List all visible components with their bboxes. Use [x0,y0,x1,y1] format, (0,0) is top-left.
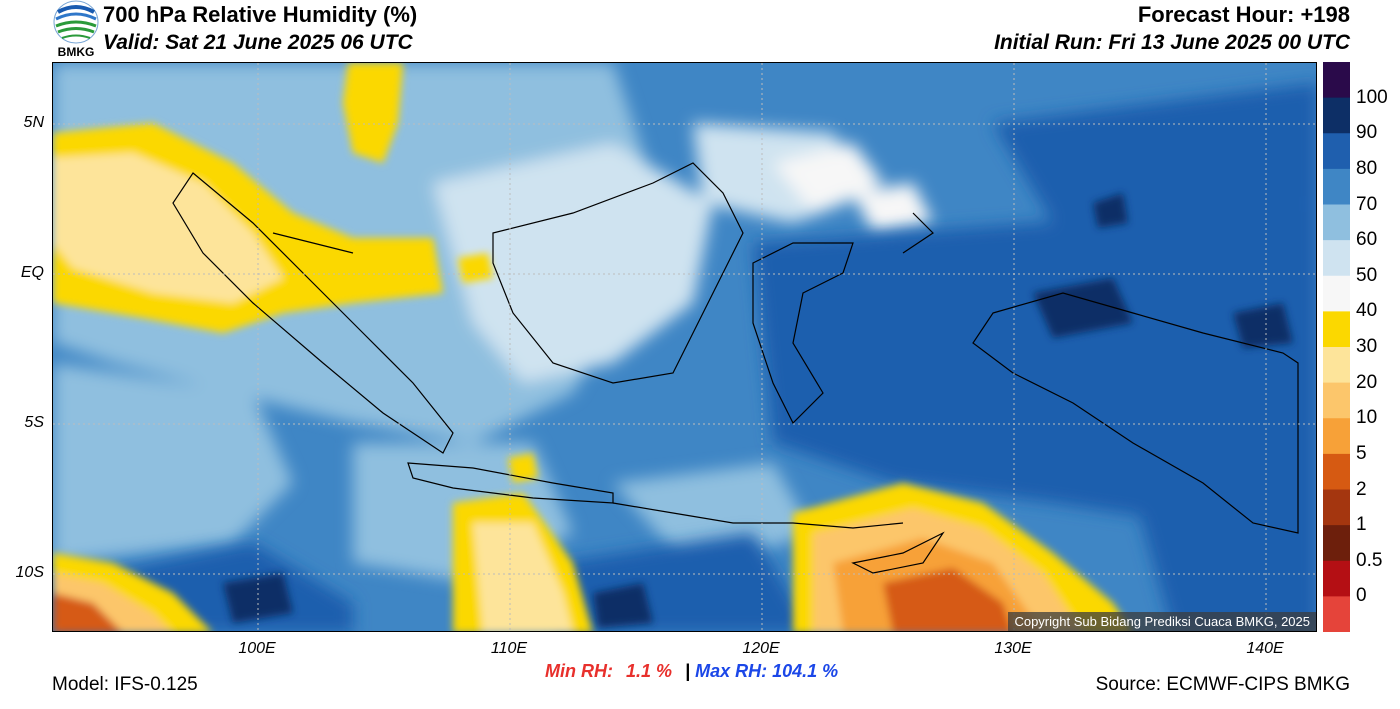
colorbar-swatch [1323,168,1350,206]
colorbar-tick-label: 100 [1356,86,1388,108]
colorbar-swatch [1323,525,1350,562]
lat-label-eq: EQ [20,264,44,281]
stats-separator: | [685,661,691,681]
lon-label-110e: 110E [490,640,528,657]
colorbar-swatch [1323,347,1350,384]
colorbar-swatch [1323,62,1350,99]
colorbar-swatches [1323,62,1350,633]
bmkg-logo-icon [53,0,99,44]
humidity-map [52,62,1317,632]
colorbar-tick-label: 50 [1356,264,1378,286]
colorbar [1323,62,1350,633]
min-rh-value: 1.1 % [626,661,673,681]
colorbar-swatch [1323,596,1350,633]
logo-text: BMKG [57,45,95,59]
max-rh-label: Max RH: [695,661,768,681]
colorbar-tick-label: 20 [1356,371,1378,393]
colorbar-swatch [1323,418,1350,455]
min-rh-label: Min RH: [545,661,613,681]
colorbar-swatch [1323,204,1350,241]
lat-label-5n: 5N [23,114,44,131]
colorbar-swatch [1323,275,1350,312]
rh-stats: Min RH: 1.1 % | Max RH: 104.1 % [545,661,838,682]
colorbar-tick-label: 30 [1356,336,1378,357]
forecast-hour: Forecast Hour: +198 [1137,2,1350,27]
colorbar-tick-label: 5 [1356,442,1367,464]
colorbar-tick-label: 1 [1356,514,1367,536]
colorbar-tick-label: 0.5 [1356,549,1383,571]
model-label: Model: IFS-0.125 [52,674,198,695]
bmkg-logo: BMKG [52,0,100,60]
colorbar-swatch [1323,97,1350,134]
colorbar-tick-label: 80 [1356,157,1378,179]
colorbar-tick-label: 60 [1356,229,1378,251]
colorbar-tick-label: 90 [1356,122,1378,144]
colorbar-tick-label: 2 [1356,478,1367,500]
colorbar-tick-label: 0 [1356,585,1367,607]
colorbar-swatch [1323,311,1350,348]
colorbar-swatch [1323,133,1350,170]
colorbar-swatch [1323,240,1350,277]
lat-label-10s: 10S [15,564,44,581]
colorbar-tick-label: 40 [1356,300,1378,322]
max-rh-value: 104.1 % [772,661,839,681]
lon-label-140e: 140E [1246,640,1284,657]
colorbar-tick-label: 10 [1356,407,1378,429]
colorbar-swatch [1323,453,1350,491]
lon-label-100e: 100E [238,640,276,657]
colorbar-swatch [1323,489,1350,526]
colorbar-tick-label: 70 [1356,193,1378,215]
valid-time: Valid: Sat 21 June 2025 06 UTC [103,31,413,54]
copyright-note: Copyright Sub Bidang Prediksi Cuaca BMKG… [1008,612,1316,631]
colorbar-swatch [1323,560,1350,597]
colorbar-swatch [1323,382,1350,419]
lon-label-120e: 120E [742,640,780,657]
source-label: Source: ECMWF-CIPS BMKG [1095,674,1350,695]
lon-label-130e: 130E [994,640,1032,657]
map-title: 700 hPa Relative Humidity (%) [103,2,418,27]
lat-label-5s: 5S [24,414,44,431]
initial-run: Initial Run: Fri 13 June 2025 00 UTC [994,31,1350,54]
humidity-field [53,63,1316,631]
